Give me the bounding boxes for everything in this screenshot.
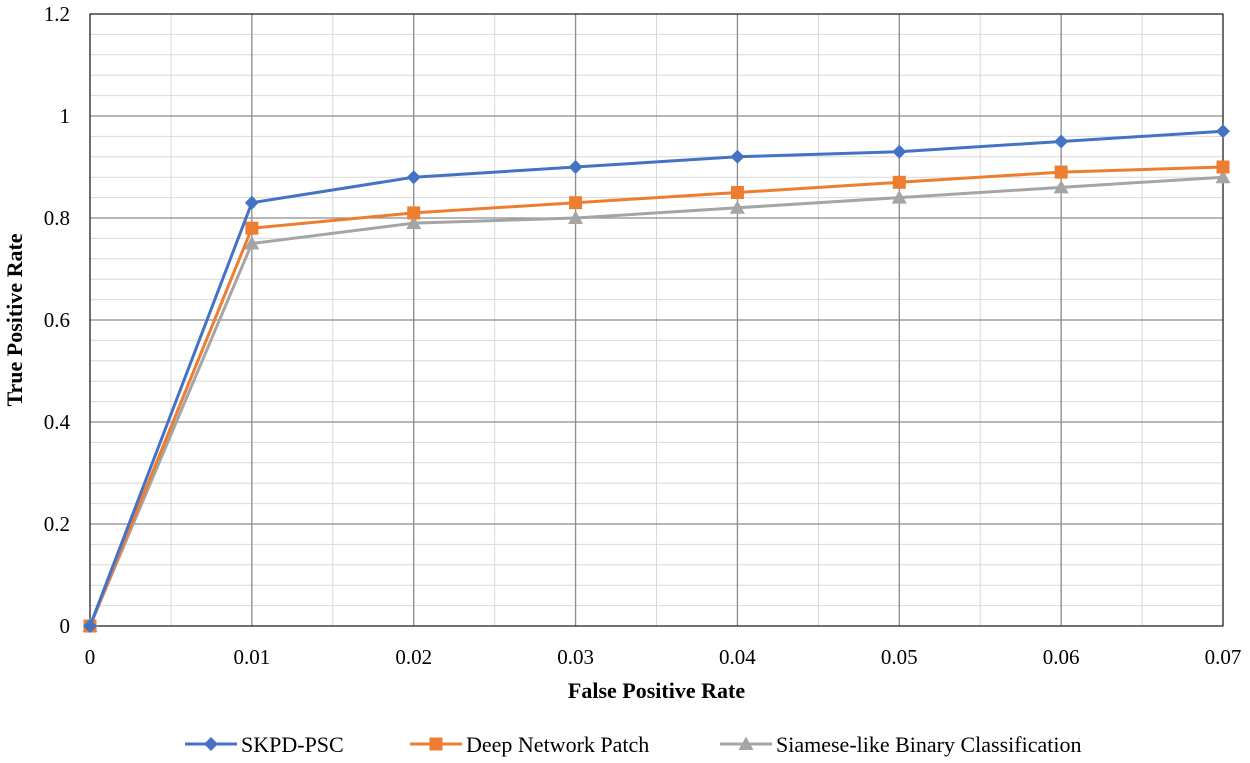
triangle-marker bbox=[244, 236, 260, 250]
x-tick-label: 0 bbox=[85, 645, 96, 669]
square-marker bbox=[1054, 165, 1068, 179]
x-tick-label: 0.06 bbox=[1043, 645, 1080, 669]
square-marker bbox=[429, 737, 443, 751]
series-2 bbox=[83, 160, 1230, 633]
square-marker bbox=[892, 175, 906, 189]
triangle-marker bbox=[406, 215, 422, 230]
y-tick-label: 0.6 bbox=[44, 308, 70, 332]
square-marker bbox=[245, 221, 259, 235]
legend-item-1: SKPD-PSC bbox=[185, 732, 344, 757]
legend: SKPD-PSC Deep Network Patch Siamese-like B… bbox=[185, 732, 1082, 757]
triangle-marker bbox=[891, 190, 907, 204]
x-tick-label: 0.02 bbox=[395, 645, 432, 669]
x-axis-title: False Positive Rate bbox=[568, 678, 745, 703]
series-line bbox=[88, 129, 1224, 627]
triangle-marker bbox=[729, 200, 745, 214]
diamond-marker bbox=[1054, 134, 1069, 149]
y-axis-title: True Positive Rate bbox=[2, 233, 27, 406]
series-line bbox=[88, 175, 1224, 627]
diamond-marker bbox=[204, 737, 218, 751]
y-tick-label: 1 bbox=[60, 104, 71, 128]
diamond-marker bbox=[244, 195, 259, 210]
plot-area-border bbox=[89, 13, 1224, 627]
triangle-marker bbox=[1053, 179, 1069, 194]
legend-item-2: Deep Network Patch bbox=[410, 732, 649, 757]
x-axis-tick-labels: 0 0.01 0.02 0.03 0.04 0.05 0.06 0.07 bbox=[85, 645, 1242, 669]
x-tick-label: 0.01 bbox=[233, 645, 270, 669]
x-tick-label: 0.07 bbox=[1205, 645, 1242, 669]
diamond-marker bbox=[568, 160, 583, 174]
diamond-marker bbox=[892, 144, 907, 159]
diamond-marker bbox=[406, 170, 421, 185]
y-tick-label: 0 bbox=[60, 614, 71, 638]
x-tick-label: 0.03 bbox=[557, 645, 594, 669]
x-tick-label: 0.05 bbox=[881, 645, 918, 669]
y-tick-label: 0.4 bbox=[44, 410, 71, 434]
legend-label: SKPD-PSC bbox=[241, 732, 344, 757]
square-marker bbox=[730, 186, 744, 199]
series-layer bbox=[82, 124, 1231, 633]
diamond-marker bbox=[83, 619, 97, 633]
legend-label: Deep Network Patch bbox=[466, 732, 649, 757]
y-axis-tick-labels: 0 0.2 0.4 0.6 0.8 1 1.2 bbox=[44, 2, 71, 638]
triangle-marker bbox=[738, 736, 754, 750]
triangle-marker bbox=[1215, 169, 1231, 184]
series-1 bbox=[83, 124, 1230, 633]
triangle-marker bbox=[568, 210, 584, 224]
diamond-marker bbox=[730, 149, 745, 164]
square-marker bbox=[569, 196, 583, 210]
square-marker bbox=[1216, 160, 1230, 174]
legend-label: Siamese-like Binary Classification bbox=[776, 732, 1082, 757]
square-marker bbox=[407, 206, 421, 220]
y-tick-label: 1.2 bbox=[44, 2, 70, 26]
legend-item-3: Siamese-like Binary Classification bbox=[720, 732, 1082, 757]
x-tick-label: 0.04 bbox=[719, 645, 756, 669]
diamond-marker bbox=[1216, 124, 1230, 139]
y-tick-label: 0.8 bbox=[44, 206, 70, 230]
series-line bbox=[88, 165, 1224, 627]
y-tick-label: 0.2 bbox=[44, 512, 70, 536]
